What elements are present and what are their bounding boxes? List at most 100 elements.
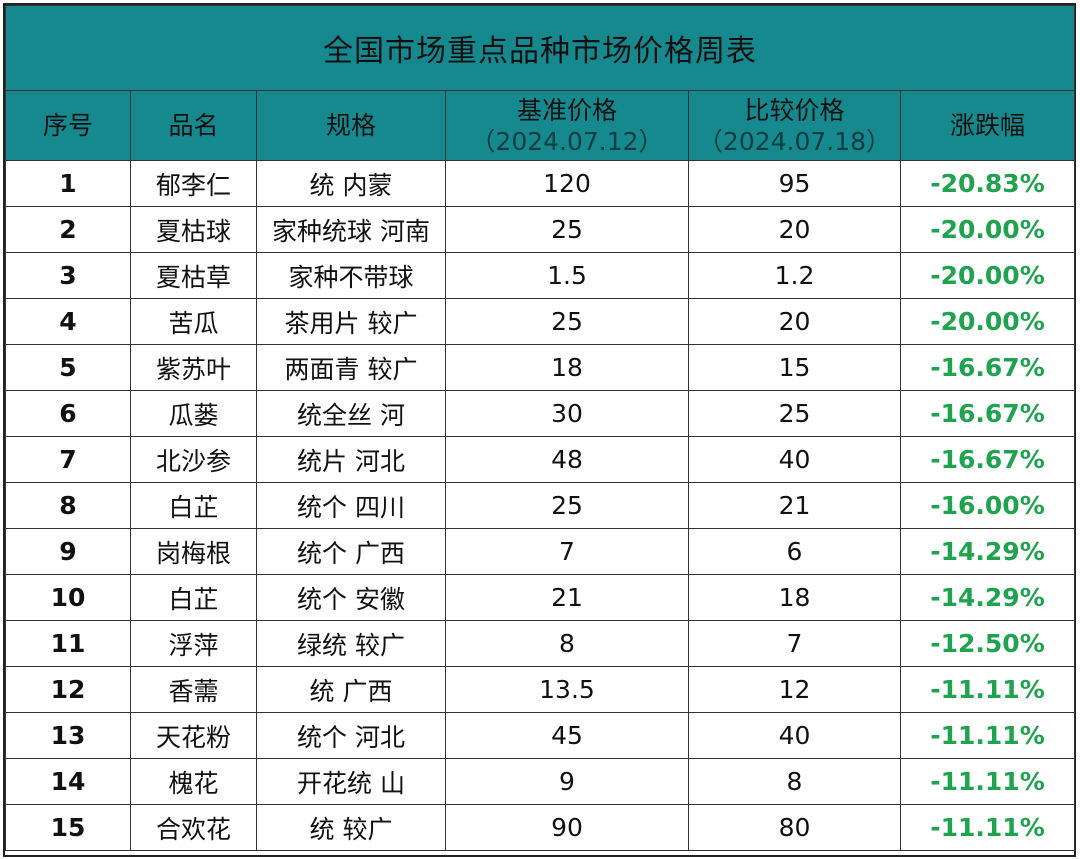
cell-index: 6 (5, 390, 131, 437)
cell-base-price: 1.5 (445, 252, 689, 299)
cell-base-price: 13.5 (445, 666, 689, 713)
cell-base-price: 21 (445, 574, 689, 621)
cell-spec: 统片 河北 (256, 436, 446, 483)
cell-spec: 两面青 较广 (256, 344, 446, 391)
cell-change: -11.11% (900, 758, 1075, 805)
cell-name: 夏枯球 (130, 206, 257, 253)
cell-compare-price: 15 (688, 344, 901, 391)
cell-index: 15 (5, 804, 131, 851)
cell-index: 3 (5, 252, 131, 299)
cell-spec: 统 较广 (256, 804, 446, 851)
table-row: 10 白芷 统个 安徽 21 18 -14.29% (5, 574, 1075, 621)
cell-spec: 统个 广西 (256, 528, 446, 575)
cell-spec: 统全丝 河 (256, 390, 446, 437)
cell-compare-price: 20 (688, 298, 901, 345)
cell-change: -11.11% (900, 804, 1075, 851)
cell-name: 天花粉 (130, 712, 257, 759)
cell-spec: 开花统 山 (256, 758, 446, 805)
table-row: 3 夏枯草 家种不带球 1.5 1.2 -20.00% (5, 252, 1075, 299)
cell-spec: 统个 四川 (256, 482, 446, 529)
cell-compare-price: 7 (688, 620, 901, 667)
header-compare-date: （2024.07.18） (697, 126, 892, 156)
table-row: 1 郁李仁统 内蒙 120 95 -20.83% (5, 160, 1075, 207)
cell-compare-price: 21 (688, 482, 901, 529)
header-index: 序号 (5, 90, 131, 161)
cell-name: 瓜蒌 (130, 390, 257, 437)
cell-change: -20.00% (900, 206, 1075, 253)
cell-index: 13 (5, 712, 131, 759)
cell-change: -16.67% (900, 390, 1075, 437)
cell-compare-price: 95 (688, 160, 901, 207)
header-change: 涨跌幅 (900, 90, 1075, 161)
cell-name: 岗梅根 (130, 528, 257, 575)
table-title: 全国市场重点品种市场价格周表 (5, 5, 1075, 91)
cell-spec: 家种不带球 (256, 252, 446, 299)
cell-spec: 统个 河北 (256, 712, 446, 759)
table-row: 14 槐花 开花统 山 9 8 -11.11% (5, 758, 1075, 805)
cell-spec: 统 内蒙 (256, 160, 446, 207)
cell-compare-price: 18 (688, 574, 901, 621)
cell-name: 香薷 (130, 666, 257, 713)
table-row: 7 北沙参 统片 河北 48 40 -16.67% (5, 436, 1075, 483)
cell-change: -16.00% (900, 482, 1075, 529)
cell-base-price: 30 (445, 390, 689, 437)
cell-spec: 统 广西 (256, 666, 446, 713)
cell-index: 9 (5, 528, 131, 575)
cell-name: 紫苏叶 (130, 344, 257, 391)
cell-change: -16.67% (900, 436, 1075, 483)
cell-change: -12.50% (900, 620, 1075, 667)
cell-name: 浮萍 (130, 620, 257, 667)
cell-index: 2 (5, 206, 131, 253)
table-row: 9 岗梅根 统个 广西 7 6 -14.29% (5, 528, 1075, 575)
cell-base-price: 120 (445, 160, 689, 207)
cell-change: -20.00% (900, 252, 1075, 299)
table-row: 12 香薷统 广西 13.5 12 -11.11% (5, 666, 1075, 713)
table-row: 13 天花粉 统个 河北 45 40 -11.11% (5, 712, 1075, 759)
table-row: 15 合欢花统 较广 90 80 -11.11% (5, 804, 1075, 851)
cell-index: 12 (5, 666, 131, 713)
header-row: 序号 品名 规格 基准价格 （2024.07.12） 比较价格 （2024.07… (5, 90, 1075, 161)
cell-index: 8 (5, 482, 131, 529)
cell-compare-price: 40 (688, 712, 901, 759)
cell-compare-price: 8 (688, 758, 901, 805)
cell-change: -14.29% (900, 528, 1075, 575)
cell-compare-price: 25 (688, 390, 901, 437)
cell-change: -16.67% (900, 344, 1075, 391)
cell-name: 白芷 (130, 574, 257, 621)
cell-base-price: 7 (445, 528, 689, 575)
cell-base-price: 48 (445, 436, 689, 483)
cell-spec: 家种统球 河南 (256, 206, 446, 253)
cell-index: 11 (5, 620, 131, 667)
price-table-sheet: 全国市场重点品种市场价格周表 序号 品名 规格 基准价格 （2024.07.12… (3, 3, 1076, 857)
cell-spec: 统个 安徽 (256, 574, 446, 621)
header-spec: 规格 (256, 90, 446, 161)
cell-change: -11.11% (900, 666, 1075, 713)
cell-name: 苦瓜 (130, 298, 257, 345)
cell-spec: 茶用片 较广 (256, 298, 446, 345)
cell-index: 14 (5, 758, 131, 805)
cell-change: -20.83% (900, 160, 1075, 207)
cell-base-price: 45 (445, 712, 689, 759)
cell-change: -14.29% (900, 574, 1075, 621)
cell-name: 合欢花 (130, 804, 257, 851)
cell-base-price: 90 (445, 804, 689, 851)
cell-name: 夏枯草 (130, 252, 257, 299)
table-row: 6 瓜蒌 统全丝 河 30 25 -16.67% (5, 390, 1075, 437)
header-base-price: 基准价格 （2024.07.12） (445, 90, 689, 161)
table-row: 8 白芷 统个 四川 25 21 -16.00% (5, 482, 1075, 529)
cell-compare-price: 80 (688, 804, 901, 851)
cell-change: -20.00% (900, 298, 1075, 345)
cell-index: 5 (5, 344, 131, 391)
cell-index: 1 (5, 160, 131, 207)
cell-base-price: 18 (445, 344, 689, 391)
price-table: 全国市场重点品种市场价格周表 序号 品名 规格 基准价格 （2024.07.12… (5, 5, 1075, 851)
header-name: 品名 (130, 90, 257, 161)
header-compare-price: 比较价格 （2024.07.18） (688, 90, 901, 161)
cell-base-price: 8 (445, 620, 689, 667)
cell-name: 槐花 (130, 758, 257, 805)
cell-base-price: 25 (445, 482, 689, 529)
cell-change: -11.11% (900, 712, 1075, 759)
header-compare-price-label: 比较价格 (744, 95, 845, 125)
cell-compare-price: 40 (688, 436, 901, 483)
cell-name: 北沙参 (130, 436, 257, 483)
